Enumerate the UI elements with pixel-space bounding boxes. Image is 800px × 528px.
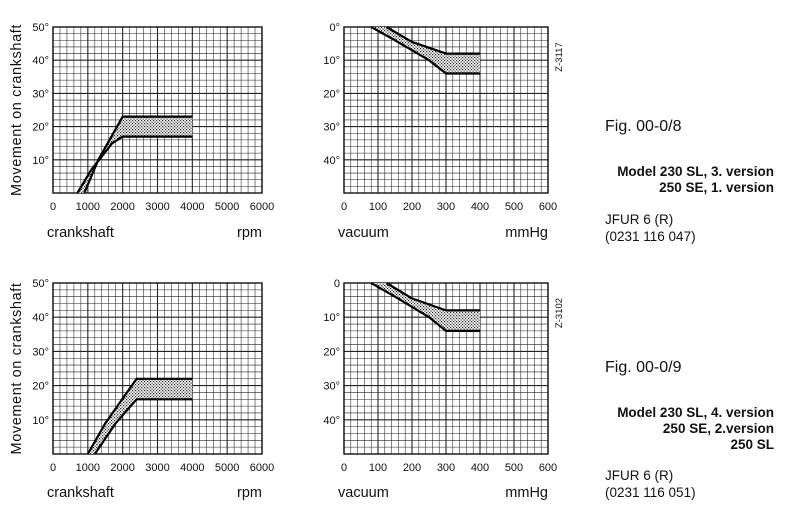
- figure-2-model-line: Model 230 SL, 4. version: [617, 405, 774, 420]
- y-tick-label: 0: [334, 278, 340, 290]
- x-tick-label: 3000: [145, 201, 169, 213]
- tolerance-band: [87, 378, 193, 454]
- series-line-2: [93, 398, 193, 455]
- y-tick-label: 40°: [323, 415, 340, 427]
- x-tick-label: 200: [403, 462, 421, 474]
- figure-2-label: Fig. 00-0/9: [605, 359, 682, 376]
- x-axis-label: crankshaft: [47, 485, 114, 501]
- x-tick-label: 600: [539, 462, 557, 474]
- x-tick-label: 5000: [215, 462, 239, 474]
- x-tick-label: 0: [50, 201, 56, 213]
- x-tick-label: 4000: [180, 462, 204, 474]
- y-tick-label: 40°: [32, 55, 49, 67]
- x-tick-label: 400: [471, 462, 489, 474]
- x-axis-unit: rpm: [237, 485, 262, 501]
- y-tick-label: 30°: [323, 122, 340, 134]
- x-tick-label: 0: [50, 462, 56, 474]
- figure-2-distributor-number: (0231 116 051): [605, 485, 696, 500]
- tolerance-band: [371, 283, 480, 331]
- plot-frame: [52, 282, 263, 455]
- x-tick-label: 0: [341, 201, 347, 213]
- figure-code: Z-3102: [554, 298, 565, 328]
- x-tick-label: 600: [539, 201, 557, 213]
- x-axis-label: crankshaft: [47, 225, 114, 241]
- series-line-2: [76, 135, 193, 194]
- x-tick-label: 500: [505, 201, 523, 213]
- figure-code: Z-3117: [554, 42, 565, 71]
- y-tick-label: 30°: [32, 346, 49, 358]
- y-axis-label: Movement on crankshaft: [9, 283, 25, 455]
- plot-frame: [52, 26, 263, 194]
- figure-1-distributor: JFUR 6 (R) (0231 116 047): [605, 211, 696, 245]
- x-tick-label: 3000: [145, 462, 169, 474]
- x-tick-label: 0: [341, 462, 347, 474]
- figure-1-distributor-type: JFUR 6 (R): [605, 212, 674, 227]
- y-tick-label: 10°: [323, 312, 340, 324]
- y-tick-label: 20°: [32, 381, 49, 393]
- x-axis-label: vacuum: [338, 485, 389, 501]
- y-tick-label: 40°: [323, 155, 340, 167]
- y-tick-label: 0°: [329, 22, 340, 34]
- x-tick-label: 200: [403, 201, 421, 213]
- x-tick-label: 2000: [110, 201, 134, 213]
- chart-2: 0 100 200 300 400 500 600 0° 10° 20° 30° 40° vacuum m…: [323, 22, 565, 241]
- x-tick-label: 6000: [250, 462, 274, 474]
- y-tick-label: 30°: [323, 381, 340, 393]
- chart-4: 0 100 200 300 400 500 600 0 10° 20° 30° 40° vacuum mm…: [323, 278, 565, 501]
- plot-frame: [343, 26, 549, 194]
- figure-1-distributor-number: (0231 116 047): [605, 229, 696, 244]
- y-tick-label: 20°: [32, 122, 49, 134]
- y-tick-label: 20°: [323, 88, 340, 100]
- x-axis-unit: rpm: [237, 225, 262, 241]
- x-tick-label: 2000: [110, 462, 134, 474]
- y-tick-label: 50°: [32, 278, 49, 290]
- figure-1-models: Model 230 SL, 3. version 250 SE, 1. vers…: [604, 164, 774, 196]
- y-tick-label: 20°: [323, 346, 340, 358]
- series-line-1: [385, 26, 480, 55]
- x-tick-label: 300: [437, 201, 455, 213]
- series-line-1: [86, 377, 193, 455]
- y-axis-label: Movement on crankshaft: [9, 24, 25, 196]
- figure-1-label: Fig. 00-0/8: [605, 118, 682, 135]
- figure-2-models: Model 230 SL, 4. version 250 SE, 2.versi…: [604, 405, 774, 453]
- x-tick-label: 5000: [215, 201, 239, 213]
- x-axis-unit: mmHg: [505, 225, 548, 241]
- series-line-2: [370, 282, 480, 332]
- figure-1-model-line: Model 230 SL, 3. version: [617, 164, 774, 179]
- x-axis-unit: mmHg: [505, 485, 548, 501]
- x-tick-label: 1000: [76, 462, 100, 474]
- y-tick-label: 50°: [32, 22, 49, 34]
- figure-2-distributor: JFUR 6 (R) (0231 116 051): [605, 467, 696, 501]
- series-line-2: [370, 26, 480, 75]
- figure-1-model-line: 250 SE, 1. version: [659, 180, 774, 195]
- x-tick-label: 400: [471, 201, 489, 213]
- y-tick-label: 10°: [32, 415, 49, 427]
- figure-2-model-line: 250 SE, 2.version: [662, 421, 774, 436]
- x-tick-label: 300: [437, 462, 455, 474]
- y-tick-label: 10°: [323, 55, 340, 67]
- x-tick-label: 1000: [76, 201, 100, 213]
- x-tick-label: 6000: [250, 201, 274, 213]
- series-line-1: [385, 282, 480, 312]
- y-tick-label: 40°: [32, 312, 49, 324]
- tolerance-band: [371, 27, 480, 74]
- figure-2-distributor-type: JFUR 6 (R): [605, 468, 674, 483]
- y-tick-label: 30°: [32, 88, 49, 100]
- series-line-1: [83, 115, 193, 194]
- x-tick-label: 100: [369, 201, 387, 213]
- x-axis-label: vacuum: [338, 225, 389, 241]
- y-tick-label: 10°: [32, 155, 49, 167]
- chart-3: 0 1000 2000 3000 4000 5000 6000 10° 20° 30° 40° 50°…: [9, 278, 274, 501]
- x-tick-label: 500: [505, 462, 523, 474]
- x-tick-label: 100: [369, 462, 387, 474]
- chart-1: 0 1000 2000 3000 4000 5000 6000 10° 20° 30° 40° 50°…: [9, 22, 274, 241]
- x-tick-label: 4000: [180, 201, 204, 213]
- plot-frame: [343, 282, 549, 455]
- figure-2-model-line: 250 SL: [730, 437, 774, 452]
